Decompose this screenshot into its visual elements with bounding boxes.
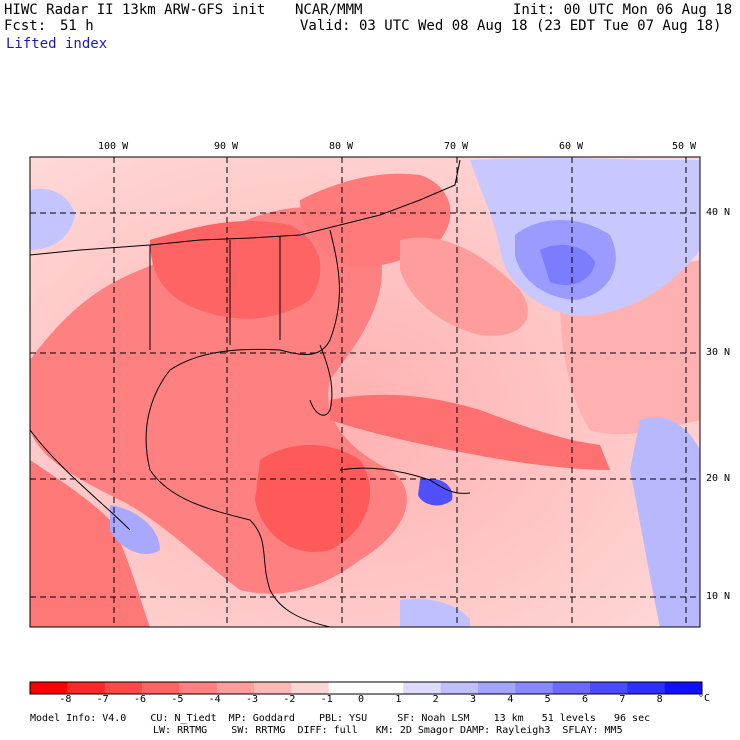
colorbar-swatch (179, 682, 218, 694)
colorbar-tick-label: 6 (582, 694, 589, 705)
valid-time: Valid: 03 UTC Wed 08 Aug 18 (23 EDT Tue … (300, 18, 722, 34)
colorbar-swatch (403, 682, 442, 694)
colorbar-tick-label: -8 (59, 694, 72, 705)
colorbar-tick-label: -3 (246, 694, 259, 705)
forecast-label: Fcst: (4, 18, 47, 34)
colorbar-tick-label: 7 (619, 694, 626, 705)
source-label: NCAR/MMM (295, 2, 363, 18)
lon-label-80w: 80 W (329, 141, 354, 152)
colorbar-swatch (627, 682, 666, 694)
colorbar-swatch (590, 682, 628, 694)
colorbar-tick-label: 1 (395, 694, 402, 705)
colorbar-swatch (440, 682, 479, 694)
coastlines (29, 159, 471, 628)
colorbar-swatch (104, 682, 143, 694)
positive-li-regions (30, 158, 700, 627)
colorbar-tick-label: -7 (96, 694, 109, 705)
colorbar-swatch (515, 682, 554, 694)
colorbar-swatch (478, 682, 516, 694)
lon-label-90w: 90 W (214, 141, 239, 152)
colorbar-swatch (216, 682, 255, 694)
negative-li-regions (30, 173, 700, 627)
lon-label-70w: 70 W (444, 141, 469, 152)
colorbar (29, 681, 703, 695)
colorbar-frame (29, 681, 703, 695)
colorbar-tick-label: 5 (544, 694, 551, 705)
colorbar-tick-label: 0 (358, 694, 365, 705)
colorbar-swatch (142, 682, 180, 694)
colorbar-swatch (366, 682, 404, 694)
lat-label-30n: 30 N (706, 347, 731, 358)
model-info-line2: LW: RRTMG SW: RRTMG DIFF: full KM: 2D Sm… (153, 725, 623, 736)
lat-label-10n: 10 N (706, 591, 731, 602)
graticule (30, 157, 700, 627)
colorbar-swatch (291, 682, 330, 694)
colorbar-tick-label: -1 (320, 694, 333, 705)
lon-label-50w: 50 W (672, 141, 697, 152)
lat-label-40n: 40 N (706, 207, 731, 218)
colorbar-tick-label: -2 (283, 694, 296, 705)
colorbar-tick-label: 4 (507, 694, 514, 705)
forecast-hour: 51 h (60, 18, 94, 34)
colorbar-tick-label: -5 (171, 694, 184, 705)
product-title: HIWC Radar II 13km ARW-GFS init (4, 2, 266, 18)
colorbar-tick-label: 2 (432, 694, 439, 705)
colorbar-tick-label: 8 (656, 694, 663, 705)
lon-label-100w: 100 W (98, 141, 129, 152)
colorbar-unit: °C (698, 693, 711, 704)
lon-label-60w: 60 W (559, 141, 584, 152)
lifted-index-map (29, 156, 701, 628)
colorbar-swatch (664, 682, 703, 694)
colorbar-tick-label: -6 (134, 694, 147, 705)
colorbar-swatch (328, 682, 367, 694)
colorbar-labels: -8 -7 -6 -5 -4 -3 -2 -1 0 1 2 3 4 5 6 7 8 (0, 694, 740, 706)
colorbar-swatch (30, 682, 68, 694)
colorbar-swatch (254, 682, 292, 694)
field-name: Lifted index (6, 36, 108, 52)
model-info-line1: Model Info: V4.0 CU: N_Tiedt MP: Goddard… (30, 713, 651, 724)
init-time: Init: 00 UTC Mon 06 Aug 18 (513, 2, 733, 18)
colorbar-swatch (67, 682, 106, 694)
colorbar-tick-label: -4 (208, 694, 221, 705)
lat-label-20n: 20 N (706, 473, 731, 484)
colorbar-tick-label: 3 (470, 694, 477, 705)
map-frame (29, 156, 701, 628)
colorbar-swatch (552, 682, 591, 694)
